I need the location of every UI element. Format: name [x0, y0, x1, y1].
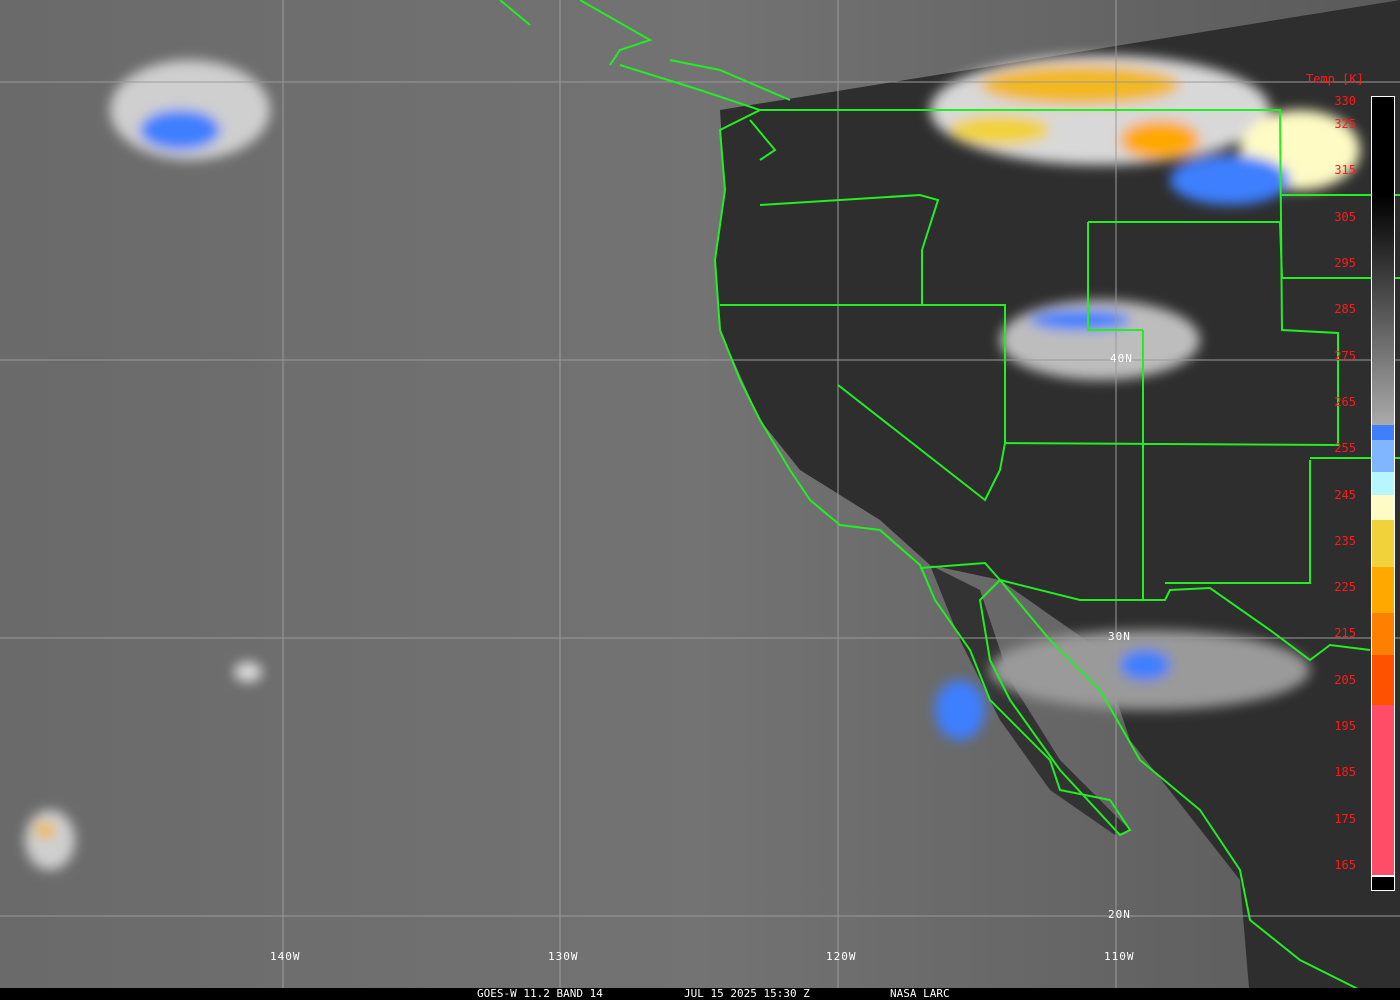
colorbar-tick-label: 295 — [1334, 256, 1356, 271]
lon-label-120w: 120W — [826, 950, 857, 963]
colorbar-pale-yellow — [1372, 495, 1394, 520]
colorbar-tick-label: 245 — [1334, 487, 1356, 502]
colorbar-dark-orange — [1372, 613, 1394, 655]
colorbar-tick-label: 305 — [1334, 209, 1356, 224]
lon-label-140w: 140W — [270, 950, 301, 963]
lat-label-30n: 30N — [1108, 630, 1131, 643]
colorbar-tick-label: 255 — [1334, 441, 1356, 456]
colorbar-tick-label: 165 — [1334, 857, 1356, 872]
canada-coast — [499, 0, 791, 161]
colorbar — [1371, 96, 1395, 891]
colorbar-light-blue — [1372, 440, 1394, 472]
colorbar-tick-label: 285 — [1334, 302, 1356, 317]
colorbar-gray — [1372, 97, 1394, 425]
state-borders — [720, 109, 1400, 600]
colorbar-tick-label: 265 — [1334, 394, 1356, 409]
satellite-band: GOES-W 11.2 BAND 14 — [477, 987, 603, 1000]
us-mexico-border — [919, 561, 1371, 662]
lat-label-40n: 40N — [1110, 352, 1133, 365]
credit: NASA LARC — [890, 987, 950, 1000]
colorbar-pink — [1372, 705, 1394, 875]
land-mass — [715, 0, 1400, 1000]
colorbar-tick-label: 235 — [1334, 533, 1356, 548]
colorbar-blue — [1372, 425, 1394, 440]
colorbar-orange — [1372, 567, 1394, 613]
political-borders — [499, 0, 1400, 991]
colorbar-tick-label: 330 — [1334, 94, 1356, 108]
colorbar-tick-label: 185 — [1334, 765, 1356, 780]
colorbar-black — [1372, 877, 1394, 890]
colorbar-cyan — [1372, 472, 1394, 495]
colorbar-tick-label: 275 — [1334, 348, 1356, 363]
colorbar-tick-label: 315 — [1334, 163, 1356, 178]
colorbar-tick-label: 225 — [1334, 580, 1356, 595]
colorbar-yellow — [1372, 520, 1394, 567]
lon-label-130w: 130W — [548, 950, 579, 963]
colorbar-tick-label: 205 — [1334, 672, 1356, 687]
colorbar-tick-label: 215 — [1334, 626, 1356, 641]
lon-label-110w: 110W — [1104, 950, 1135, 963]
baja-peninsula — [930, 565, 1130, 835]
colorbar-tick-label: 325 — [1334, 117, 1356, 132]
lat-label-20n: 20N — [1108, 908, 1131, 921]
coastline — [619, 64, 1361, 991]
caption-bar: GOES-W 11.2 BAND 14 JUL 15 2025 15:30 Z NA… — [0, 988, 1400, 1000]
colorbar-tick-label: 175 — [1334, 811, 1356, 826]
colorbar-title: Temp [K] — [1306, 72, 1364, 86]
colorbar-tick-label: 195 — [1334, 719, 1356, 734]
timestamp: JUL 15 2025 15:30 Z — [684, 987, 810, 1000]
colorbar-red-orange — [1372, 655, 1394, 705]
